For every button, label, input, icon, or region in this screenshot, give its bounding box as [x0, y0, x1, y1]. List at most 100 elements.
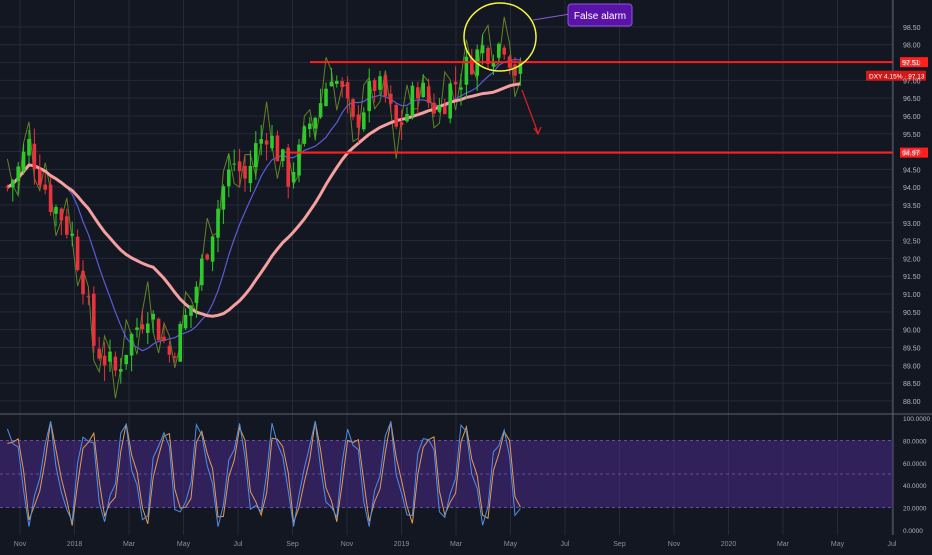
candle-body	[464, 56, 469, 85]
support-price-label: 94.97	[902, 151, 920, 158]
candle-body	[281, 149, 285, 162]
price-tick-label: 92.00	[903, 256, 921, 263]
candle-body	[432, 102, 436, 114]
candle-body	[383, 75, 388, 97]
candle-body	[437, 106, 442, 112]
oscillator-tick-label: 40.0000	[903, 483, 927, 490]
oscillator-tick-label: 60.0000	[903, 461, 927, 468]
current-price-label: DXY 4.15% · 97.13	[869, 74, 925, 81]
candle-body	[86, 296, 91, 298]
candle-body	[513, 64, 517, 76]
candle-body	[216, 208, 220, 238]
oscillator-tick-label: 80.0000	[903, 438, 927, 445]
levels: 97.51 94.97 DXY 4.15% · 97.13	[290, 57, 928, 158]
candle-body	[286, 147, 290, 187]
resistance-price-label: 97.51	[902, 60, 920, 67]
time-tick-label: Sep	[286, 541, 299, 548]
candle-body	[5, 186, 10, 188]
time-tick-label: Mar	[123, 541, 136, 548]
price-tick-label: 98.50	[903, 25, 921, 32]
time-tick-label: Sep	[613, 541, 626, 548]
candle-body	[178, 323, 182, 362]
time-tick-label: Nov	[341, 541, 354, 548]
current-price-tag	[866, 70, 926, 81]
candle-body	[399, 122, 404, 126]
price-tick-label: 94.50	[903, 167, 921, 174]
candle-body	[308, 123, 312, 130]
candle-body	[65, 216, 69, 235]
candle-body	[275, 135, 280, 162]
callout-text: False alarm	[574, 11, 626, 22]
candle-body	[453, 81, 458, 85]
candle-body	[448, 83, 452, 119]
candle-body	[140, 324, 145, 330]
price-tick-label: 90.00	[903, 328, 921, 335]
down-arrow-head	[533, 126, 542, 136]
price-tick-label: 88.50	[903, 381, 921, 388]
time-tick-label: 2020	[721, 541, 737, 548]
price-tick-label: 97.00	[903, 78, 921, 85]
candle-body	[119, 369, 123, 372]
candle-body	[173, 356, 177, 358]
time-tick-label: May	[504, 541, 518, 548]
candle-body	[205, 254, 209, 260]
price-tick-label: 95.50	[903, 132, 921, 139]
time-axis: Nov 2018 Mar May Jul Sep Nov 2019 Mar May Jul Sep No…	[14, 541, 897, 548]
candle-body	[48, 184, 53, 212]
candle-body	[443, 106, 447, 115]
stoch-k-line	[6, 421, 521, 527]
candle-body	[183, 314, 188, 329]
candle-body	[32, 143, 37, 170]
candle-body	[254, 143, 258, 168]
candle-body	[54, 207, 58, 214]
candle-body	[410, 85, 415, 116]
candle-body	[227, 169, 231, 187]
candle-body	[270, 135, 274, 149]
candle-body	[291, 172, 296, 183]
oscillator-tick-label: 100.0000	[903, 416, 930, 423]
candle-body	[367, 81, 371, 112]
candle-body	[162, 336, 166, 341]
candle-body	[302, 126, 307, 144]
candle-body	[356, 114, 361, 128]
candle-body	[480, 45, 485, 54]
candle-body	[340, 81, 344, 88]
candle-body	[362, 112, 366, 130]
down-arrow-shaft	[521, 89, 539, 134]
candle-body	[335, 80, 339, 84]
candle-body	[129, 334, 134, 356]
candle-body	[92, 293, 96, 346]
price-tick-label: 97.50	[903, 61, 921, 68]
price-tick-label: 89.50	[903, 345, 921, 352]
candle-body	[146, 323, 150, 333]
price-tick-label: 91.00	[903, 292, 921, 299]
candle-body	[156, 318, 161, 341]
price-tick-label: 94.00	[903, 185, 921, 192]
time-tick-label: Nov	[14, 541, 27, 548]
candle-body	[329, 81, 334, 87]
candle-body	[232, 163, 236, 165]
time-tick-label: Nov	[668, 541, 681, 548]
overlay-line	[6, 16, 521, 399]
oscillator-tick-label: 0.0000	[903, 528, 923, 535]
resistance-price-tag	[900, 57, 928, 68]
time-tick-label: May	[831, 541, 845, 548]
candle-body	[75, 236, 80, 271]
price-tick-label: 95.00	[903, 150, 921, 157]
candle-body	[200, 258, 204, 286]
candle-body	[59, 208, 64, 221]
candle-body	[21, 151, 26, 172]
price-tick-label: 96.00	[903, 114, 921, 121]
candle-body	[313, 117, 317, 129]
candle-body	[70, 233, 74, 236]
candle-body	[167, 345, 172, 355]
candle-body	[113, 356, 118, 371]
time-tick-label: 2018	[67, 541, 83, 548]
candle-body	[11, 180, 15, 188]
candle-body	[394, 104, 398, 127]
support-price-tag	[900, 147, 928, 158]
price-tick-label: 93.50	[903, 203, 921, 210]
price-tick-label: 92.50	[903, 239, 921, 246]
candle-body	[324, 88, 328, 107]
candle-body	[81, 271, 85, 295]
